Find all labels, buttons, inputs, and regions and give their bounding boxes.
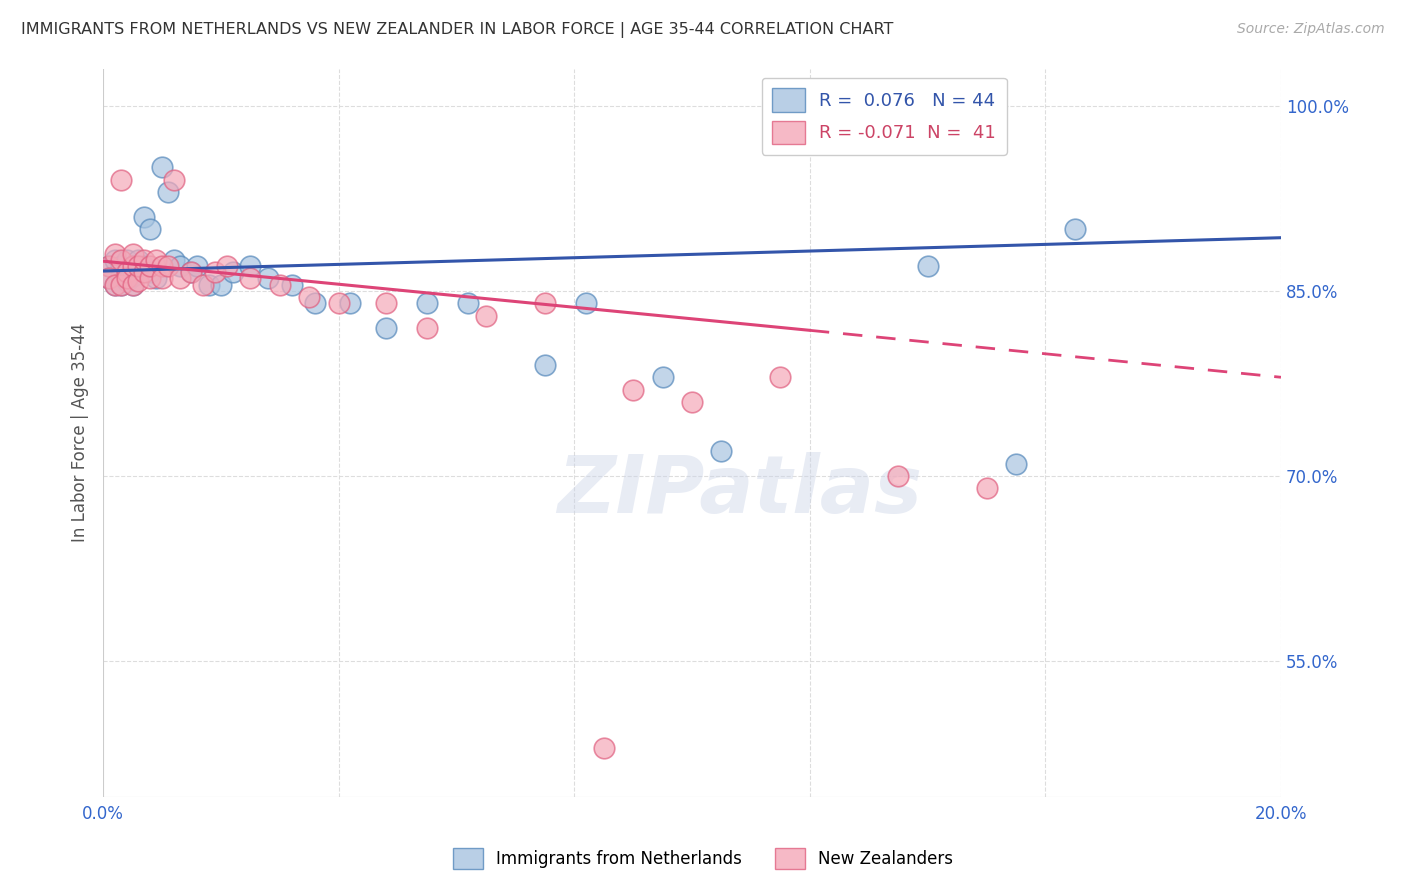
Point xyxy=(110,252,132,267)
Point xyxy=(104,252,127,267)
Point xyxy=(121,246,143,260)
Point xyxy=(221,265,243,279)
Point xyxy=(710,444,733,458)
Point xyxy=(280,277,302,292)
Point xyxy=(110,268,132,283)
Point xyxy=(374,321,396,335)
Point xyxy=(134,252,156,267)
Text: Source: ZipAtlas.com: Source: ZipAtlas.com xyxy=(1237,22,1385,37)
Point xyxy=(304,296,326,310)
Point xyxy=(98,259,121,273)
Point xyxy=(121,277,143,292)
Point xyxy=(457,296,479,310)
Point xyxy=(163,252,186,267)
Point xyxy=(115,265,138,279)
Point xyxy=(257,271,280,285)
Point xyxy=(145,271,167,285)
Point xyxy=(104,277,127,292)
Point xyxy=(121,277,143,292)
Point xyxy=(1063,222,1085,236)
Point xyxy=(204,265,226,279)
Point xyxy=(150,259,173,273)
Point xyxy=(150,161,173,175)
Point xyxy=(98,259,121,273)
Point xyxy=(134,265,156,279)
Point xyxy=(533,358,555,372)
Point xyxy=(115,265,138,279)
Text: IMMIGRANTS FROM NETHERLANDS VS NEW ZEALANDER IN LABOR FORCE | AGE 35-44 CORRELAT: IMMIGRANTS FROM NETHERLANDS VS NEW ZEALA… xyxy=(21,22,893,38)
Point xyxy=(475,309,498,323)
Point xyxy=(681,395,703,409)
Legend: Immigrants from Netherlands, New Zealanders: Immigrants from Netherlands, New Zealand… xyxy=(443,838,963,880)
Point xyxy=(150,271,173,285)
Point xyxy=(110,277,132,292)
Point xyxy=(127,259,149,273)
Point xyxy=(110,259,132,273)
Text: ZIPatlas: ZIPatlas xyxy=(557,452,922,530)
Point xyxy=(198,277,221,292)
Point xyxy=(169,271,191,285)
Point xyxy=(156,259,179,273)
Point xyxy=(169,259,191,273)
Point xyxy=(98,271,121,285)
Point xyxy=(139,271,162,285)
Point xyxy=(115,252,138,267)
Point xyxy=(127,252,149,267)
Point xyxy=(110,277,132,292)
Point xyxy=(110,172,132,186)
Point xyxy=(156,185,179,199)
Point xyxy=(239,259,262,273)
Point xyxy=(651,370,673,384)
Point xyxy=(374,296,396,310)
Point xyxy=(239,271,262,285)
Point xyxy=(917,259,939,273)
Point xyxy=(339,296,361,310)
Point xyxy=(98,271,121,285)
Point xyxy=(115,271,138,285)
Point xyxy=(127,259,149,273)
Point xyxy=(115,274,138,288)
Point xyxy=(269,277,291,292)
Point xyxy=(134,259,156,273)
Point xyxy=(121,259,143,273)
Point xyxy=(104,277,127,292)
Point xyxy=(139,222,162,236)
Point xyxy=(575,296,598,310)
Point xyxy=(328,296,350,310)
Point xyxy=(127,274,149,288)
Point xyxy=(621,383,644,397)
Point xyxy=(104,246,127,260)
Point xyxy=(976,482,998,496)
Point xyxy=(180,265,202,279)
Point xyxy=(215,259,238,273)
Point xyxy=(209,277,232,292)
Point xyxy=(134,210,156,224)
Point xyxy=(416,296,439,310)
Point xyxy=(533,296,555,310)
Point xyxy=(193,277,215,292)
Point xyxy=(186,259,208,273)
Point xyxy=(121,268,143,283)
Point xyxy=(163,172,186,186)
Point xyxy=(145,252,167,267)
Point xyxy=(180,265,202,279)
Point xyxy=(121,259,143,273)
Point xyxy=(416,321,439,335)
Point xyxy=(1005,457,1028,471)
Point xyxy=(887,469,910,483)
Point xyxy=(592,740,614,755)
Point xyxy=(769,370,792,384)
Point xyxy=(298,290,321,304)
Point xyxy=(139,259,162,273)
Legend: R =  0.076   N = 44, R = -0.071  N =  41: R = 0.076 N = 44, R = -0.071 N = 41 xyxy=(762,78,1007,154)
Y-axis label: In Labor Force | Age 35-44: In Labor Force | Age 35-44 xyxy=(72,323,89,542)
Point xyxy=(139,265,162,279)
